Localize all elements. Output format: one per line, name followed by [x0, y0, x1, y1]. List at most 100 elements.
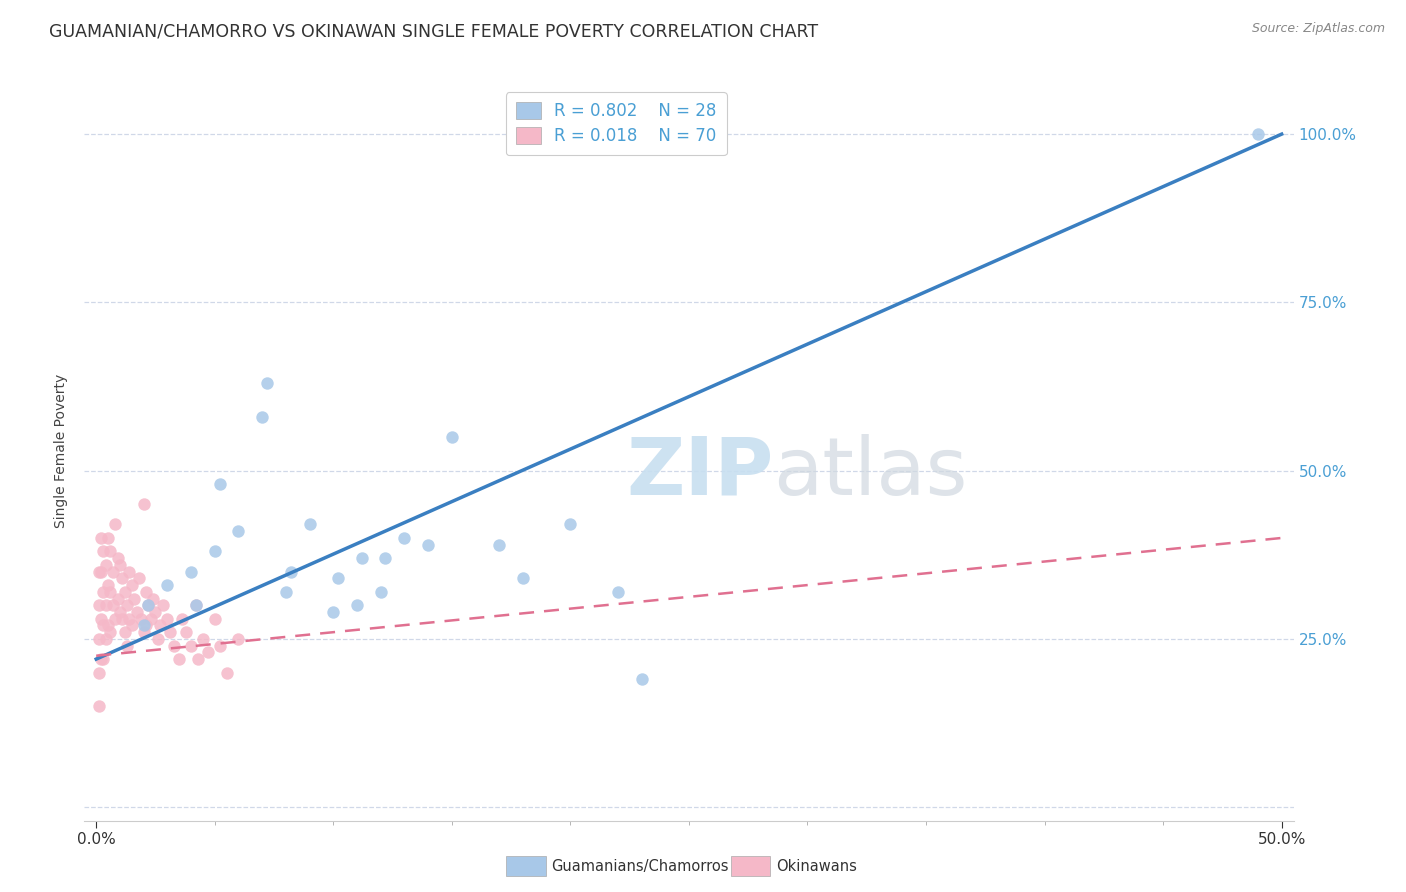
Point	[129, 612, 152, 626]
Point	[156, 612, 179, 626]
Point	[228, 632, 250, 646]
Point	[115, 599, 138, 613]
FancyBboxPatch shape	[506, 856, 546, 876]
Point	[100, 544, 122, 558]
Point	[170, 612, 193, 626]
Point	[111, 612, 134, 626]
Point	[115, 639, 138, 653]
Point	[418, 538, 440, 552]
Point	[138, 599, 160, 613]
Point	[197, 645, 219, 659]
Point	[606, 584, 628, 599]
Point	[630, 673, 652, 687]
Point	[280, 565, 302, 579]
Text: Source: ZipAtlas.com: Source: ZipAtlas.com	[1251, 22, 1385, 36]
Point	[560, 517, 582, 532]
Point	[146, 632, 169, 646]
Point	[159, 625, 181, 640]
Point	[152, 599, 174, 613]
Point	[91, 584, 114, 599]
Point	[135, 584, 157, 599]
Point	[208, 477, 231, 491]
Point	[111, 571, 134, 585]
Point	[488, 538, 510, 552]
Point	[394, 531, 416, 545]
Text: Guamanians/Chamorros: Guamanians/Chamorros	[551, 859, 728, 873]
Legend: R = 0.802    N = 28, R = 0.018    N = 70: R = 0.802 N = 28, R = 0.018 N = 70	[506, 92, 727, 155]
Point	[101, 599, 124, 613]
Point	[184, 599, 207, 613]
Point	[87, 599, 110, 613]
Point	[90, 531, 112, 545]
Point	[204, 544, 226, 558]
Point	[322, 605, 344, 619]
FancyBboxPatch shape	[731, 856, 770, 876]
Point	[101, 565, 124, 579]
Point	[149, 618, 172, 632]
Point	[100, 584, 122, 599]
Point	[108, 605, 131, 619]
Point	[100, 625, 122, 640]
Point	[256, 376, 278, 391]
Point	[139, 612, 162, 626]
Point	[135, 618, 157, 632]
Point	[90, 565, 112, 579]
Point	[250, 409, 273, 424]
Point	[187, 652, 209, 666]
Point	[91, 652, 114, 666]
Point	[191, 632, 214, 646]
Point	[87, 665, 110, 680]
Point	[97, 578, 120, 592]
Point	[298, 517, 321, 532]
Y-axis label: Single Female Poverty: Single Female Poverty	[55, 374, 69, 527]
Point	[94, 599, 117, 613]
Text: GUAMANIAN/CHAMORRO VS OKINAWAN SINGLE FEMALE POVERTY CORRELATION CHART: GUAMANIAN/CHAMORRO VS OKINAWAN SINGLE FE…	[49, 22, 818, 40]
Point	[374, 551, 396, 566]
Point	[326, 571, 349, 585]
Point	[114, 584, 136, 599]
Point	[87, 699, 110, 714]
Point	[142, 591, 165, 606]
Point	[204, 612, 226, 626]
Point	[118, 565, 141, 579]
Point	[370, 584, 392, 599]
Point	[108, 558, 131, 572]
Point	[440, 430, 463, 444]
Point	[350, 551, 373, 566]
Point	[208, 639, 231, 653]
Point	[87, 632, 110, 646]
Text: ZIP: ZIP	[626, 434, 773, 512]
Point	[121, 618, 143, 632]
Point	[121, 578, 143, 592]
Point	[91, 544, 114, 558]
Point	[215, 665, 238, 680]
Point	[512, 571, 534, 585]
Point	[167, 652, 190, 666]
Point	[94, 632, 117, 646]
Point	[145, 605, 167, 619]
Point	[90, 652, 112, 666]
Point	[156, 578, 179, 592]
Point	[107, 591, 129, 606]
Point	[97, 531, 120, 545]
Point	[118, 612, 141, 626]
Point	[132, 625, 155, 640]
Point	[180, 639, 202, 653]
Point	[1247, 127, 1270, 141]
Point	[104, 517, 127, 532]
Point	[91, 618, 114, 632]
Point	[184, 599, 207, 613]
Point	[90, 612, 112, 626]
Point	[132, 497, 155, 511]
Point	[97, 618, 120, 632]
Point	[87, 565, 110, 579]
Point	[94, 558, 117, 572]
Point	[128, 571, 150, 585]
Point	[104, 612, 127, 626]
Point	[228, 524, 250, 539]
Text: atlas: atlas	[773, 434, 967, 512]
Point	[163, 639, 186, 653]
Point	[122, 591, 145, 606]
Text: Okinawans: Okinawans	[776, 859, 858, 873]
Point	[346, 599, 368, 613]
